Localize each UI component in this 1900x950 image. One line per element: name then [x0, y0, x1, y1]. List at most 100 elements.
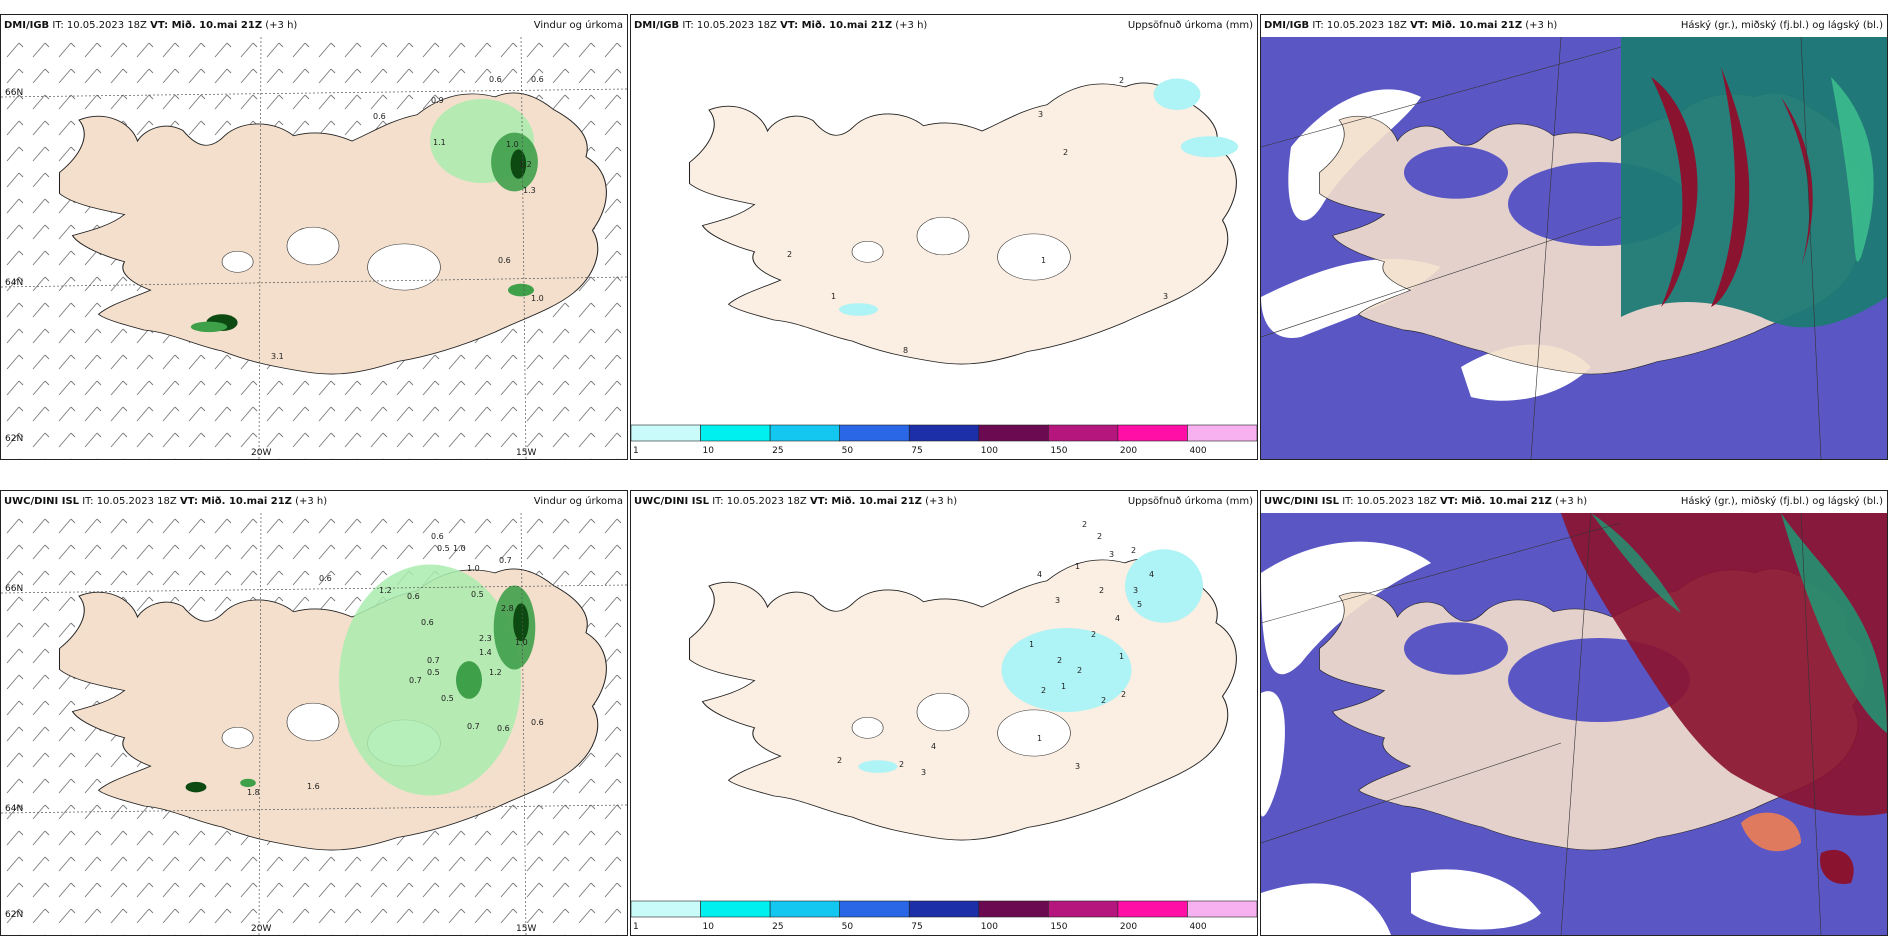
precip-value: 3.1 [271, 352, 284, 361]
lon-label: 15W [516, 448, 536, 458]
init-time: IT: 10.05.2023 18Z [52, 20, 147, 31]
colorbar-label: 200 [1120, 446, 1137, 456]
precip-value: 0.5 [437, 544, 450, 553]
lat-label: 66N [5, 88, 23, 98]
lat-label: 64N [5, 278, 23, 288]
precip-value: 0.5 [441, 694, 454, 703]
lead-time: (+3 h) [1525, 20, 1558, 31]
valid-time: VT: Mið. 10.mai 21Z [780, 20, 893, 31]
precip-value: 1.0 [531, 294, 544, 303]
colorbar-swatch [700, 900, 771, 918]
colorbar-label: 50 [842, 446, 854, 456]
precip-value: 2 [1101, 696, 1106, 705]
valid-time: VT: Mið. 10.mai 21Z [1410, 20, 1523, 31]
precip-value: 0.6 [373, 112, 386, 121]
colorbar-swatch [1187, 900, 1257, 918]
panel-title: Uppsöfnuð úrkoma (mm) [1127, 496, 1253, 507]
precip-value: 5 [1137, 600, 1142, 609]
precip-value: 1.2 [379, 586, 392, 595]
precip-value: 3 [1038, 110, 1043, 119]
precip-value: 2 [1121, 690, 1126, 699]
precip-value: 2.3 [479, 634, 492, 643]
precip-value: 0.6 [531, 75, 544, 84]
precip-value: 0.7 [499, 556, 512, 565]
colorbar-label: 25 [772, 446, 783, 456]
colorbar-label: 25 [772, 922, 783, 932]
precip-value: 4 [931, 742, 936, 751]
panel-title: Uppsöfnuð úrkoma (mm) [1127, 20, 1253, 31]
precip-value: 1 [1061, 682, 1066, 691]
valid-time: VT: Mið. 10.mai 21Z [1439, 496, 1552, 507]
colorbar-swatch [908, 900, 980, 918]
precip-value: 3 [1075, 762, 1080, 771]
cloud-cover-map [1261, 513, 1887, 935]
precip-colorbar: 1 10 25 50 75 100 150 200 400 [631, 424, 1257, 456]
precip-value: 2 [1041, 686, 1046, 695]
precip-value: 1 [1075, 562, 1080, 571]
precip-value: 8 [903, 346, 908, 355]
precip-value: 1.8 [247, 788, 260, 797]
precip-value: 0.6 [319, 574, 332, 583]
init-time: IT: 10.05.2023 18Z [82, 496, 177, 507]
panel-row1-clouds: DMI/IGB IT: 10.05.2023 18Z VT: Mið. 10.m… [1260, 14, 1888, 460]
precip-value: 2 [787, 250, 792, 259]
panel-title: Háský (gr.), miðský (fj.bl.) og lágský (… [1680, 496, 1883, 507]
precip-value: 0.7 [409, 676, 422, 685]
precip-value: 1 [1119, 652, 1124, 661]
colorbar-label: 400 [1189, 446, 1206, 456]
valid-time: VT: Mið. 10.mai 21Z [150, 20, 263, 31]
precip-value: 0.7 [427, 656, 440, 665]
precip-value: 2 [837, 756, 842, 765]
colorbar-swatch [839, 424, 910, 442]
precip-value: 0.6 [498, 256, 511, 265]
init-time: IT: 10.05.2023 18Z [712, 496, 807, 507]
colorbar-label: 75 [911, 922, 922, 932]
model-label: DMI/IGB [1264, 20, 1310, 31]
precip-value: 4 [1149, 570, 1154, 579]
precip-value: 2 [1057, 656, 1062, 665]
precip-value: 1 [831, 292, 836, 301]
colorbar-swatch [1117, 900, 1188, 918]
accum-precip-map: 2 3 2 2 1 1 3 8 [688, 76, 1239, 365]
panel-header: DMI/IGB IT: 10.05.2023 18Z VT: Mið. 10.m… [1261, 15, 1887, 37]
valid-time: VT: Mið. 10.mai 21Z [179, 496, 292, 507]
colorbar-swatch [908, 424, 980, 442]
colorbar-swatch [769, 424, 840, 442]
precip-value: 0.6 [489, 75, 502, 84]
precip-value: 2 [1063, 148, 1068, 157]
wind-precip-map: 0.6 0.6 0.9 0.6 1.0 1.1 1.2 1.3 0.6 1.0 … [1, 37, 627, 459]
precip-value: 2 [1082, 520, 1087, 529]
wind-precip-map: 0.6 0.5 1.0 1.0 0.7 0.6 1.2 0.6 0.5 2.8 … [1, 513, 627, 935]
init-time: IT: 10.05.2023 18Z [682, 20, 777, 31]
precip-value: 1 [1029, 640, 1034, 649]
precip-value: 2 [899, 760, 904, 769]
colorbar-label: 10 [703, 922, 715, 932]
panel-row2-clouds: UWC/DINI ISL IT: 10.05.2023 18Z VT: Mið.… [1260, 490, 1888, 936]
panel-row2-wind-precip: UWC/DINI ISL IT: 10.05.2023 18Z VT: Mið.… [0, 490, 628, 936]
colorbar-label: 150 [1050, 922, 1067, 932]
lead-time: (+3 h) [895, 20, 928, 31]
precip-value: 1.6 [307, 782, 320, 791]
precip-value: 2.8 [501, 604, 514, 613]
lat-label: 62N [5, 910, 23, 920]
panel-row1-wind-precip: DMI/IGB IT: 10.05.2023 18Z VT: Mið. 10.m… [0, 14, 628, 460]
colorbar-label: 1 [633, 922, 639, 932]
lat-label: 64N [5, 804, 23, 814]
colorbar-swatch [631, 900, 701, 918]
precip-value: 1.2 [519, 160, 532, 169]
model-label: UWC/DINI ISL [634, 496, 710, 507]
colorbar-swatch [978, 900, 1049, 918]
precip-value: 2 [1097, 532, 1102, 541]
precip-value: 1.0 [467, 564, 480, 573]
colorbar-swatch [1048, 424, 1119, 442]
precip-value: 2 [1091, 630, 1096, 639]
lat-label: 66N [5, 584, 23, 594]
model-label: UWC/DINI ISL [1264, 496, 1340, 507]
precip-value: 2 [1119, 76, 1124, 85]
precip-value: 0.6 [407, 592, 420, 601]
lon-label: 20W [251, 448, 271, 458]
cloud-cover-map [1261, 37, 1887, 459]
precip-value: 3 [1109, 550, 1114, 559]
colorbar-label: 50 [842, 922, 854, 932]
precip-value: 0.6 [431, 532, 444, 541]
